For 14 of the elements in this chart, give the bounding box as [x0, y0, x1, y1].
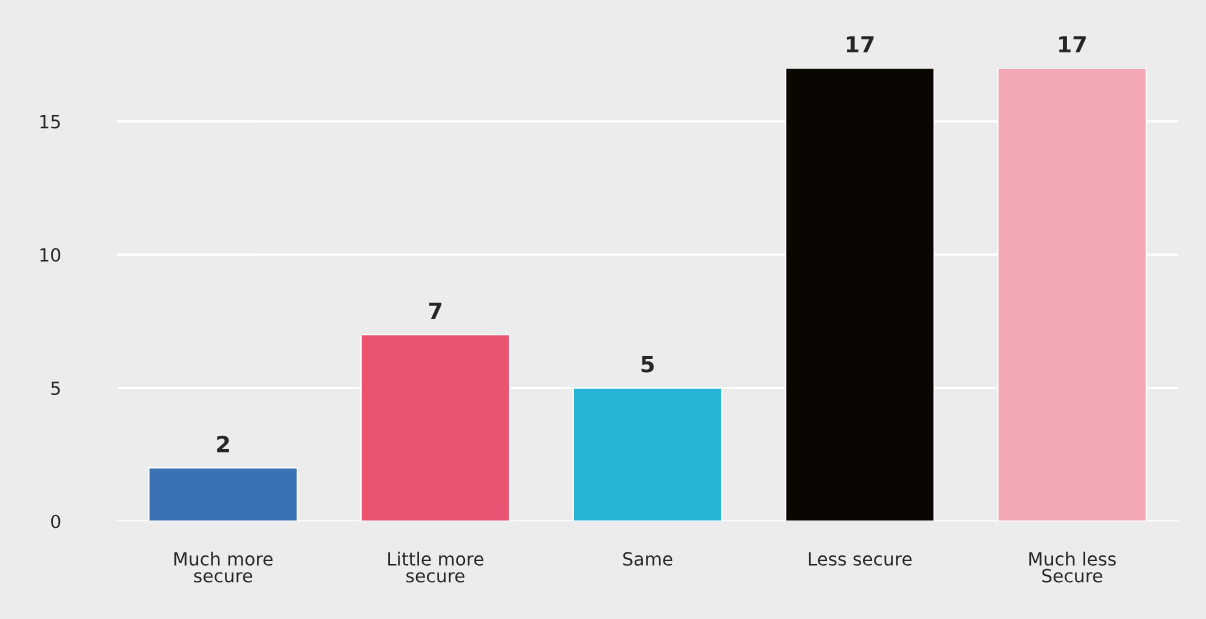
data-label: 7: [429, 302, 442, 319]
data-label: 2: [217, 435, 229, 453]
y-tick-label: 10: [40, 248, 61, 262]
data-label: 17: [1059, 36, 1086, 53]
y-tick-label: 15: [40, 115, 60, 129]
data-label: 5: [641, 356, 654, 373]
y-tick-label: 5: [51, 381, 60, 396]
data-label: 17: [846, 36, 874, 53]
x-tick-label: Much less Secure: [1029, 551, 1116, 583]
y-tick-label: 0: [51, 514, 61, 529]
x-tick-label: Same: [623, 552, 673, 566]
x-tick-label: Less secure: [808, 552, 912, 566]
x-tick-label: Much more secure: [174, 551, 273, 583]
x-tick-label: Little more secure: [388, 551, 484, 583]
